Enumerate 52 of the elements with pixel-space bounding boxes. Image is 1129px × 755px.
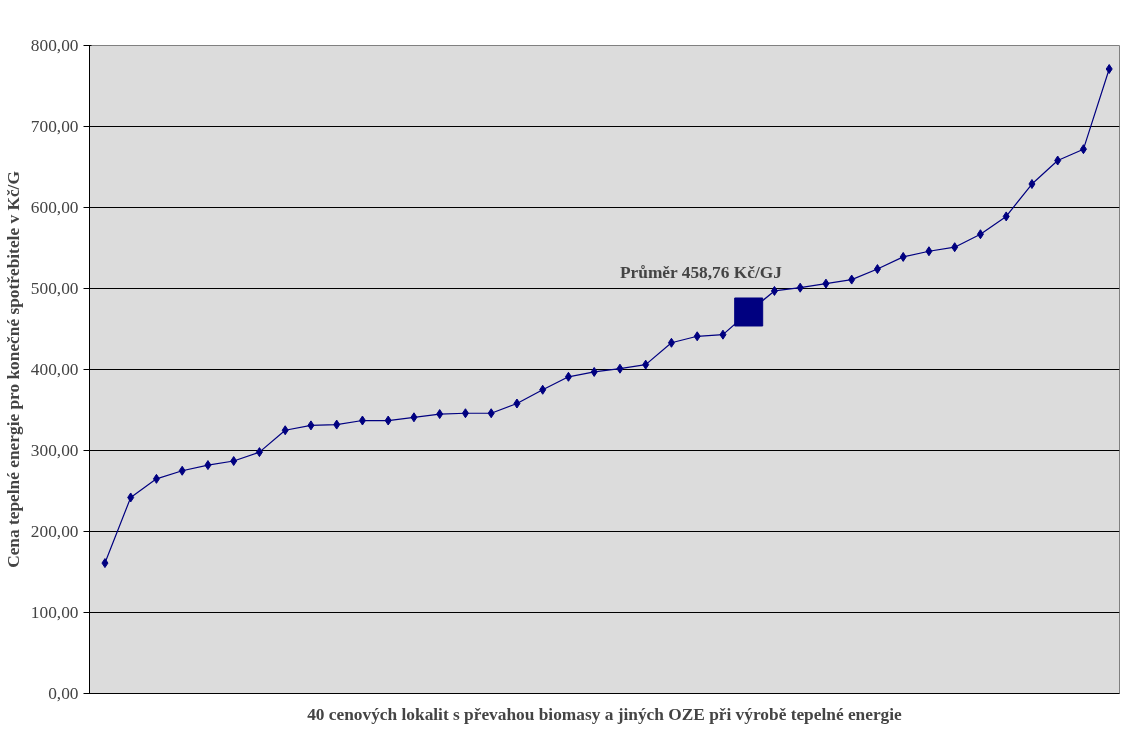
point — [848, 274, 856, 285]
point — [487, 408, 495, 419]
point — [1105, 63, 1113, 74]
point — [616, 363, 624, 374]
x-axis-title: 40 cenových lokalit s převahou biomasy a jiných OZE při výrobě tepelné energie — [307, 704, 903, 724]
point — [642, 359, 650, 370]
point — [281, 425, 289, 436]
point — [436, 409, 444, 420]
y-tick-label: 100,00 — [30, 603, 79, 622]
point — [410, 412, 418, 423]
point — [976, 229, 984, 240]
point — [734, 297, 764, 327]
point — [590, 366, 598, 377]
point — [101, 558, 109, 569]
y-tick-label: 500,00 — [30, 279, 79, 298]
point — [951, 242, 959, 253]
annotation: Průměr 458,76 Kč/GJ — [620, 262, 783, 282]
point — [1079, 144, 1087, 155]
point — [770, 285, 778, 296]
point — [333, 419, 341, 430]
point — [230, 456, 238, 467]
point — [461, 408, 469, 419]
point — [1054, 155, 1062, 166]
point — [873, 264, 881, 275]
point — [152, 473, 160, 484]
point — [693, 331, 701, 342]
point — [796, 282, 804, 293]
y-tick-label: 800,00 — [30, 36, 79, 55]
y-tick-label: 400,00 — [30, 360, 79, 379]
y-tick-label: 700,00 — [30, 117, 79, 136]
point — [178, 465, 186, 476]
y-tick-label: 300,00 — [30, 441, 79, 460]
point — [564, 371, 572, 382]
point — [513, 398, 521, 409]
point — [358, 415, 366, 426]
y-tick-label: 0,00 — [48, 684, 79, 703]
point — [127, 492, 135, 503]
y-axis-title: Cena tepelné energie pro konečné spotřebitele v Kč/G — [3, 171, 23, 568]
y-tick-label: 600,00 — [30, 198, 79, 217]
point — [667, 337, 675, 348]
point — [307, 420, 315, 431]
point — [899, 251, 907, 262]
point — [204, 460, 212, 471]
point — [539, 384, 547, 395]
point — [1028, 179, 1036, 190]
point — [384, 415, 392, 426]
point — [822, 278, 830, 289]
y-tick-label: 200,00 — [30, 522, 79, 541]
point — [1002, 211, 1010, 222]
point — [255, 447, 263, 458]
point — [925, 246, 933, 257]
point — [719, 329, 727, 340]
